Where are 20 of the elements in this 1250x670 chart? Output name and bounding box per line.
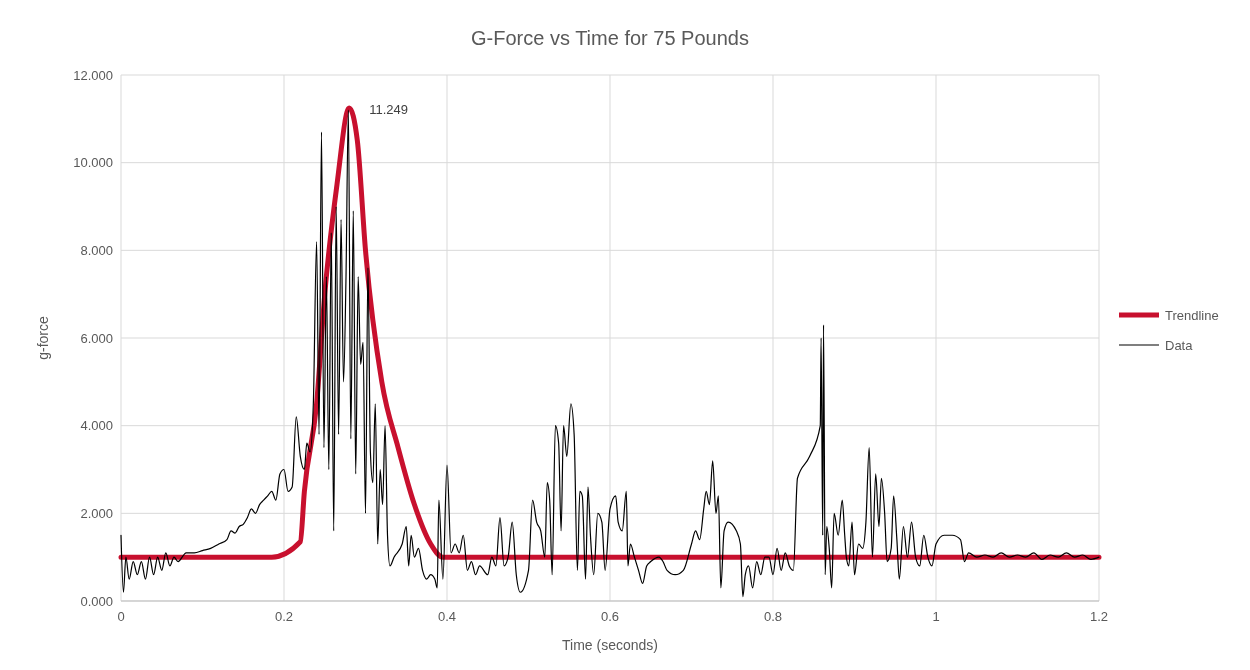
x-tick-label: 0.6 xyxy=(600,609,620,624)
y-tick-label: 10.000 xyxy=(73,155,113,171)
chart-title: G-Force vs Time for 75 Pounds xyxy=(471,27,749,49)
y-axis-title: g-force xyxy=(35,316,51,360)
y-tick-label: 6.000 xyxy=(80,330,113,346)
x-tick-label: 1.2 xyxy=(1089,609,1109,624)
x-axis-title: Time (seconds) xyxy=(562,637,658,653)
legend-label: Data xyxy=(1165,337,1194,353)
x-tick-label: 0.8 xyxy=(763,609,783,624)
x-tick-label: 0.2 xyxy=(274,609,294,624)
y-tick-label: 0.000 xyxy=(80,593,113,609)
x-tick-label: 0.4 xyxy=(437,609,457,624)
x-tick-label: 0 xyxy=(117,609,125,624)
y-tick-label: 12.000 xyxy=(73,67,113,83)
legend-label: Trendline xyxy=(1165,307,1219,323)
annotation: 11.249 xyxy=(369,101,408,117)
x-tick-label: 1 xyxy=(932,609,940,624)
y-tick-label: 4.000 xyxy=(80,418,113,434)
y-tick-label: 8.000 xyxy=(80,242,113,258)
y-tick-label: 2.000 xyxy=(80,505,113,521)
